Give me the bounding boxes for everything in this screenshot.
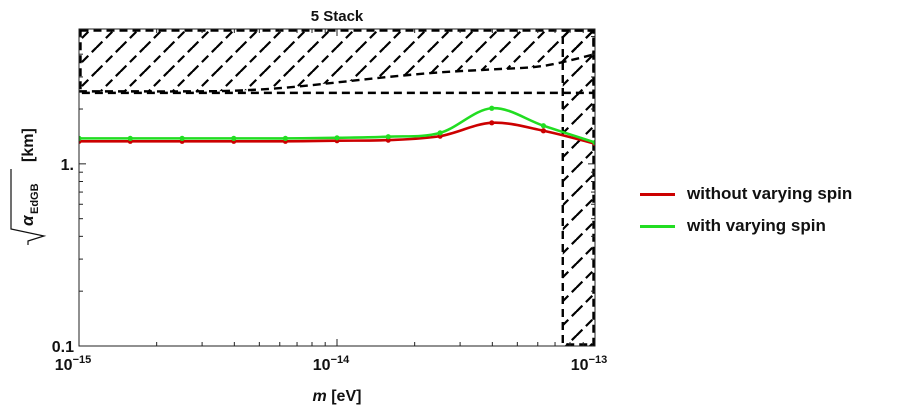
data-point [179, 135, 185, 141]
data-point [489, 105, 495, 111]
data-point [282, 135, 289, 141]
legend-swatch-red [640, 192, 675, 196]
x-tick-label: 10−13 [571, 354, 607, 374]
chart-title: 5 Stack [311, 8, 364, 25]
data-point [385, 134, 391, 140]
x-axis-symbol: m [313, 388, 327, 405]
series-group [79, 105, 595, 147]
y-axis-symbol: α [18, 214, 37, 226]
legend-swatch-green [640, 224, 675, 228]
y-axis-label: α EdGB [km] [10, 128, 47, 245]
legend-label: without varying spin [687, 184, 853, 203]
legend-item-without-varying-spin: without varying spin [640, 178, 852, 210]
y-tick-label: 1. [61, 157, 74, 174]
data-point [592, 139, 595, 146]
excluded-region-right-boundary [561, 29, 595, 346]
y-axis-unit: [km] [20, 128, 37, 162]
x-tick-label: 10−14 [313, 354, 350, 374]
data-point [127, 135, 133, 141]
y-axis-subscript: EdGB [29, 183, 41, 214]
data-point [231, 135, 237, 141]
excluded-region-right-fill [562, 29, 595, 346]
data-point [540, 128, 547, 134]
data-point [334, 135, 340, 141]
data-point [489, 120, 495, 126]
excluded-region-upper-edge [79, 29, 595, 95]
excluded-region-upper-fill [79, 29, 595, 92]
data-point [79, 135, 82, 141]
axes-group: 10−15 10−14 10−13 0.1 1. [52, 29, 607, 374]
y-tick-label: 0.1 [52, 339, 74, 356]
excluded-regions [79, 29, 595, 346]
x-axis-unit: [eV] [331, 388, 361, 405]
sqrt-radical [10, 169, 47, 245]
legend-item-with-varying-spin: with varying spin [640, 210, 852, 242]
data-point [540, 123, 547, 129]
x-axis-label: m [eV] [313, 388, 362, 405]
legend-label: with varying spin [687, 216, 826, 235]
data-point [437, 130, 443, 136]
x-tick-label: 10−15 [55, 354, 91, 374]
legend: without varying spin with varying spin [640, 178, 852, 242]
